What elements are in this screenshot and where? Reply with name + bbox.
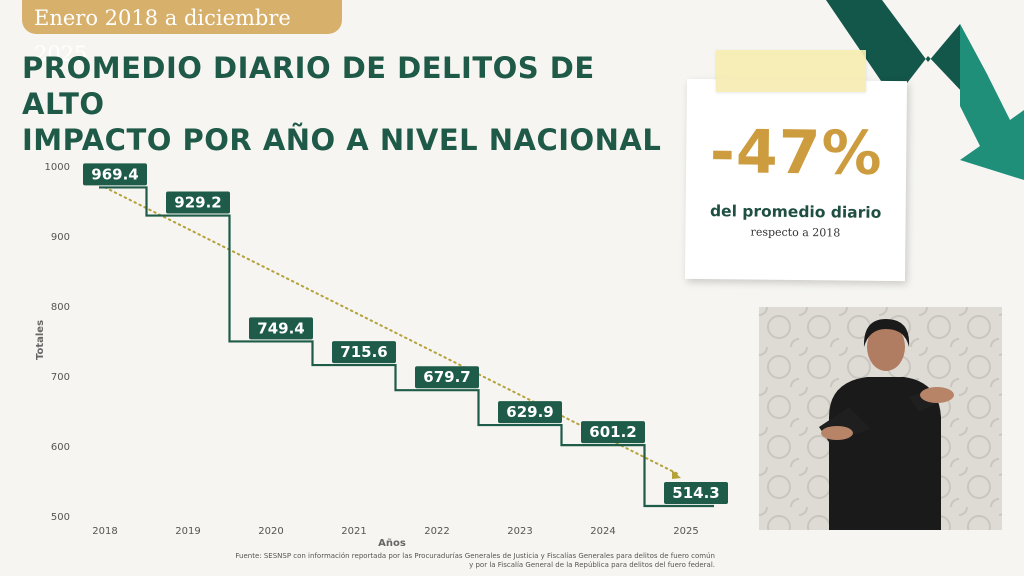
step-chart: 500 600 700 800 900 1000 2018 2019 2020 2021 2022 2…	[35, 162, 728, 549]
date-range-tab: Enero 2018 a diciembre 2025	[22, 0, 342, 66]
y-tick-label: 1000	[45, 162, 70, 173]
y-tick-label: 500	[51, 512, 70, 523]
x-tick-label: 2025	[673, 526, 698, 537]
data-label: 929.2	[174, 194, 221, 212]
x-tick-label: 2018	[92, 526, 117, 537]
data-label: 679.7	[423, 368, 470, 386]
callout-note: -47% del promedio diario respecto a 2018	[684, 78, 908, 282]
data-label-box	[166, 191, 230, 214]
callout-line-1: del promedio diario	[709, 202, 882, 222]
x-tick-label: 2022	[424, 526, 449, 537]
y-tick-label: 600	[51, 442, 70, 453]
data-label: 969.4	[91, 165, 138, 183]
callout-line-2: respecto a 2018	[750, 225, 841, 240]
data-label-box	[332, 341, 396, 364]
trend-arrowhead	[672, 470, 681, 479]
page-title: PROMEDIO DIARIO DE DELITOS DE ALTO IMPAC…	[22, 50, 682, 158]
y-tick-label: 800	[51, 302, 70, 313]
x-axis-title: Años	[378, 538, 406, 549]
data-label-box	[249, 317, 313, 340]
down-trend-arrow-icon	[826, 0, 1024, 180]
y-tick-label: 900	[51, 232, 70, 243]
x-tick-label: 2024	[590, 526, 615, 537]
sign-language-interpreter-video	[759, 307, 1002, 530]
data-label: 629.9	[506, 403, 553, 421]
data-label-box	[83, 163, 147, 186]
source-line-1: Fuente: SESNSP con información reportada…	[235, 552, 715, 560]
data-label-box	[664, 481, 728, 504]
data-label: 514.3	[672, 484, 719, 502]
step-series-line	[99, 186, 714, 508]
data-label: 601.2	[589, 423, 636, 441]
y-tick-label: 700	[51, 372, 70, 383]
x-tick-label: 2023	[507, 526, 532, 537]
data-label-box	[581, 421, 645, 444]
data-label-box	[498, 401, 562, 424]
y-axis-title: Totales	[35, 320, 46, 360]
data-label: 749.4	[257, 319, 304, 337]
data-label: 715.6	[340, 343, 387, 361]
source-line-2: y por la Fiscalía General de la Repúblic…	[469, 561, 715, 569]
title-line-1: PROMEDIO DIARIO DE DELITOS DE ALTO	[22, 51, 595, 121]
data-label-box	[415, 366, 479, 389]
percent-change: -47%	[709, 117, 883, 189]
x-tick-label: 2019	[175, 526, 200, 537]
title-line-2: IMPACTO POR AÑO A NIVEL NACIONAL	[22, 123, 662, 157]
source-note: Fuente: SESNSP con información reportada…	[150, 552, 715, 570]
x-tick-label: 2021	[341, 526, 366, 537]
tape-decoration	[716, 50, 866, 92]
x-tick-label: 2020	[258, 526, 283, 537]
interpreter-figure-icon	[759, 307, 1002, 530]
